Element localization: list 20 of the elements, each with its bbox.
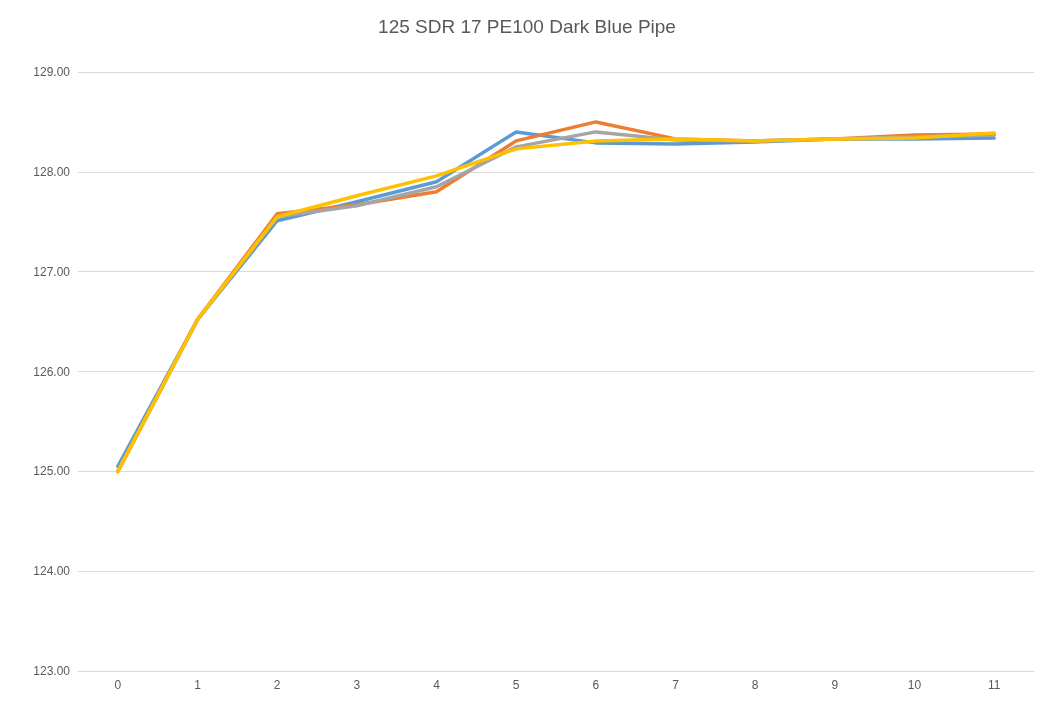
x-tick-label: 9: [831, 678, 839, 692]
y-tick-label: 127.00: [33, 264, 71, 279]
x-tick-label: 8: [751, 678, 759, 692]
x-tick-label: 0: [114, 678, 122, 692]
y-tick-label: 129.00: [33, 65, 71, 79]
x-tick-label: 3: [353, 678, 361, 692]
x-tick-label: 1: [194, 678, 202, 692]
x-tick-label: 6: [592, 678, 600, 692]
y-tick-label: 126.00: [33, 364, 71, 379]
chart-title: 125 SDR 17 PE100 Dark Blue Pipe: [378, 16, 676, 37]
x-tick-label: 5: [512, 678, 520, 692]
y-tick-label: 123.00: [33, 664, 71, 678]
x-tick-label: 4: [433, 678, 441, 692]
y-tick-label: 124.00: [33, 564, 71, 579]
x-tick-label: 2: [273, 678, 281, 692]
y-tick-label: 125.00: [33, 464, 71, 479]
x-tick-label: 7: [672, 678, 680, 692]
x-tick-label: 10: [907, 678, 922, 692]
y-tick-label: 128.00: [33, 164, 71, 179]
x-tick-label: 11: [987, 678, 1001, 692]
